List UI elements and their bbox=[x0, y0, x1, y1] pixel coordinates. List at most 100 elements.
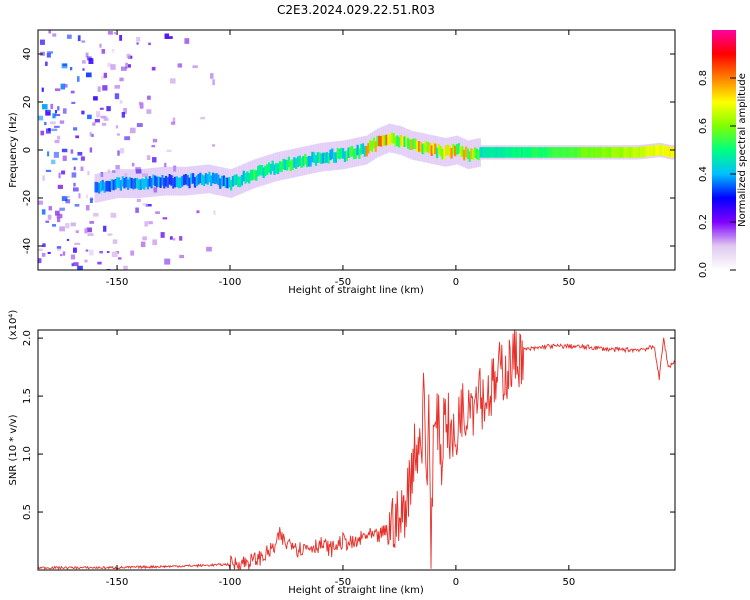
spectrogram-noise-cell bbox=[66, 34, 72, 39]
spectrogram-ridge-cell bbox=[240, 174, 244, 186]
colorbar: 0.0 0.2 0.4 0.6 0.8 Normalized spectral ampl… bbox=[698, 30, 748, 278]
spectrogram-y-tick-label: 40 bbox=[22, 48, 33, 61]
spectrogram-ridge-cell bbox=[439, 145, 442, 157]
spectrogram-ridge-cell bbox=[419, 141, 422, 153]
spectrogram-ridge-cell bbox=[591, 147, 594, 158]
snr-x-axis-label: Height of straight line (km) bbox=[288, 585, 424, 596]
spectrogram-ridge-cell bbox=[99, 181, 103, 192]
spectrogram-ridge-cell bbox=[417, 141, 421, 152]
spectrogram-noise-cell bbox=[75, 135, 80, 139]
spectrogram-ridge-cell bbox=[649, 145, 652, 157]
snr-series-line bbox=[38, 330, 675, 570]
spectrogram-noise-cell bbox=[155, 211, 160, 214]
spectrogram-ridge-cell bbox=[571, 147, 574, 158]
spectrogram-noise-cell bbox=[167, 36, 173, 39]
spectrogram-ridge-cell bbox=[519, 147, 522, 158]
spectrogram-noise-cell bbox=[152, 138, 158, 143]
spectrogram-x-tick-label: 50 bbox=[562, 277, 575, 288]
spectrogram-noise-cell bbox=[111, 48, 115, 53]
spectrogram-noise-cell bbox=[129, 127, 136, 134]
spectrogram-noise-cell bbox=[200, 116, 205, 120]
spectrogram-noise-cell bbox=[125, 62, 128, 69]
spectrogram-noise-cell bbox=[142, 203, 148, 206]
spectrogram-ridge-cell bbox=[600, 147, 603, 158]
spectrogram-ridge-cell bbox=[396, 135, 399, 147]
spectrogram-ridge-cell bbox=[134, 178, 137, 189]
spectrogram-noise-cell bbox=[136, 198, 141, 203]
spectrogram-ridge-cell bbox=[580, 147, 583, 158]
spectrogram-ridge-cell bbox=[452, 143, 455, 155]
spectrogram-ridge-cell bbox=[246, 171, 249, 182]
spectrogram-ridge-cell bbox=[280, 161, 283, 173]
spectrogram-ridge-cell bbox=[287, 156, 291, 168]
spectrogram-noise-cell bbox=[56, 213, 63, 219]
spectrogram-noise-cell bbox=[70, 222, 76, 227]
spectrogram-noise-cell bbox=[76, 76, 80, 82]
spectrogram-noise-cell bbox=[59, 253, 63, 257]
spectrogram-noise-cell bbox=[70, 254, 76, 260]
spectrogram-ridge-cell bbox=[665, 146, 668, 157]
spectrogram-ridge-cell bbox=[457, 143, 460, 154]
spectrogram-ridge-cell bbox=[407, 138, 410, 149]
spectrogram-ridge-cell bbox=[217, 174, 220, 186]
spectrogram-ridge-cell bbox=[338, 148, 341, 160]
spectrogram-ridge-cell bbox=[117, 177, 121, 188]
spectrogram-ridge-cell bbox=[441, 148, 444, 160]
spectrogram-noise-cell bbox=[99, 43, 102, 48]
spectrogram-ridge-cell bbox=[157, 176, 160, 188]
spectrogram-ridge-cell bbox=[173, 176, 177, 188]
spectrogram-noise-cell bbox=[45, 61, 48, 66]
spectrogram-ridge-cell bbox=[249, 169, 253, 181]
spectrogram-ridge-cell bbox=[264, 165, 267, 177]
spectrogram-ridge-cell bbox=[620, 147, 623, 158]
spectrogram-noise-cell bbox=[71, 172, 77, 178]
spectrogram-noise-cell bbox=[45, 128, 51, 134]
spectrogram-noise-cell bbox=[96, 114, 100, 118]
spectrogram-ridge-cell bbox=[352, 148, 356, 160]
spectrogram-ridge-cell bbox=[220, 175, 224, 187]
snr-x-tick-label: 0 bbox=[453, 577, 459, 588]
spectrogram-ridge-cell bbox=[499, 147, 502, 158]
spectrogram-ridge-cell bbox=[351, 145, 354, 157]
spectrogram-ridge-cell bbox=[329, 149, 332, 161]
spectrogram-ridge-cell bbox=[669, 146, 672, 158]
snr-y-ticks: 0.5 1.0 1.5 2.0 bbox=[22, 330, 675, 520]
spectrogram-ridge-cell bbox=[154, 175, 157, 187]
spectrogram-ridge-cell bbox=[361, 143, 365, 154]
spectrogram-ridge-cell bbox=[670, 147, 674, 158]
spectrogram-ridge-cell bbox=[313, 152, 316, 163]
spectrogram-ridge-cell bbox=[320, 153, 323, 164]
spectrogram-noise-cell bbox=[47, 251, 51, 254]
spectrogram-ridge-cell bbox=[636, 147, 639, 158]
spectrogram-ridge-cell bbox=[363, 146, 366, 157]
colorbar-label: Normalized spectral amplitude bbox=[737, 73, 748, 227]
spectrogram-ridge-cell bbox=[555, 147, 558, 158]
spectrogram-ridge-cell bbox=[257, 165, 260, 177]
spectrogram-ridge-cell bbox=[661, 145, 665, 156]
spectrogram-noise-cell bbox=[55, 110, 58, 114]
spectrogram-ridge-cell bbox=[582, 147, 585, 158]
spectrogram-ridge-cell bbox=[152, 174, 155, 186]
spectrogram-noise-cell bbox=[38, 115, 44, 121]
spectrogram-ridge-cell bbox=[632, 147, 636, 158]
spectrogram-ridge-cell bbox=[119, 180, 122, 191]
spectrogram-ridge-cell bbox=[305, 156, 309, 168]
spectrogram-noise-cell bbox=[164, 162, 167, 168]
spectrogram-ridge-cell bbox=[110, 179, 113, 190]
spectrogram-noise-cell bbox=[72, 157, 78, 161]
spectrogram-noise-cell bbox=[85, 205, 90, 211]
spectrogram-panel: -150 -100 -50 0 50 -40 -20 0 20 40 Height of str… bbox=[8, 29, 676, 296]
spectrogram-ridge-cell bbox=[408, 139, 412, 151]
spectrogram-ridge-cell bbox=[436, 147, 439, 159]
spectrogram-noise-cell bbox=[146, 155, 151, 160]
spectrogram-noise-cell bbox=[47, 51, 53, 54]
spectrogram-noise-cell bbox=[103, 117, 109, 121]
spectrogram-noise-cell bbox=[94, 119, 100, 123]
spectrogram-ridge-cell bbox=[660, 144, 663, 156]
spectrogram-ridge-cell bbox=[349, 146, 352, 158]
spectrogram-noise-cell bbox=[53, 151, 60, 158]
spectrogram-ridge-cell bbox=[667, 146, 670, 158]
spectrogram-ridge-cell bbox=[369, 140, 372, 151]
spectrogram-ridge-cell bbox=[412, 138, 415, 150]
spectrogram-noise-cell bbox=[56, 246, 62, 249]
